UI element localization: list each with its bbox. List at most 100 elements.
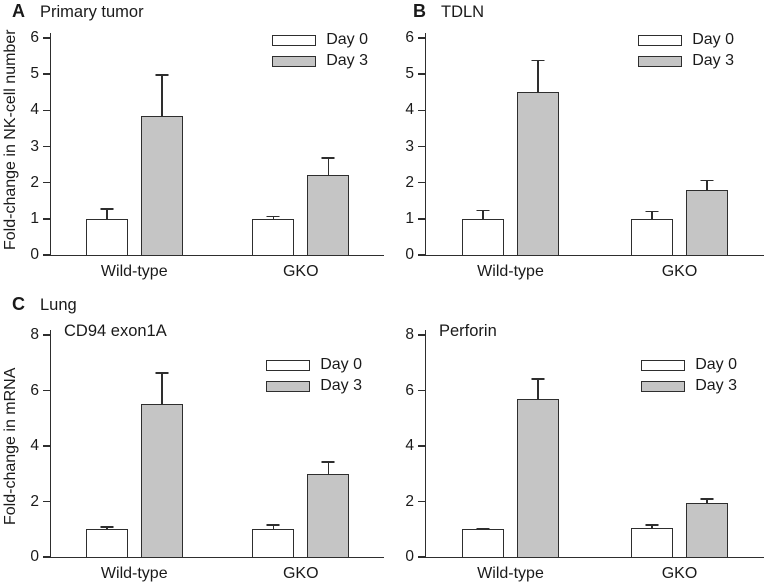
legend-label: Day 3 [695, 377, 737, 394]
legend-swatch-day-3 [638, 55, 683, 67]
y-tick-label: 4 [405, 101, 414, 119]
panel-title: Lung [40, 296, 77, 314]
y-tick-label: 5 [405, 65, 414, 83]
panel-header: B TDLN [413, 1, 484, 22]
y-tick-label: 6 [405, 381, 414, 399]
legend-label: Day 3 [320, 377, 362, 394]
y-tick-label: 8 [30, 326, 39, 343]
legend: Day 0 Day 3 [266, 357, 362, 394]
y-axis-tick [417, 218, 425, 220]
panel-header: C Lung [12, 294, 77, 315]
legend-label: Day 0 [692, 31, 734, 48]
x-tick-label-gko: GKO [661, 565, 698, 582]
y-tick-label: 6 [405, 29, 414, 46]
y-tick-label: 6 [30, 29, 39, 46]
chart-subtitle: Perforin [439, 322, 497, 340]
plot-area: 0 1 2 3 4 5 6 Wild-type GKO Day 0 Day 3 [30, 29, 384, 280]
bar-day-0-gko [252, 529, 295, 557]
bar-day-0-wild-type [85, 529, 128, 557]
error-bar-cap [476, 527, 490, 530]
error-bar-cap [531, 378, 545, 380]
error-bar-cap [700, 498, 714, 500]
error-bar-day-3-gko [321, 157, 335, 176]
panel-b-tdln: B TDLN 0 1 2 3 4 5 6 Wild-type GKO Day 0 Day 3 [385, 0, 771, 290]
error-bar-cap [155, 74, 169, 76]
y-axis-tick [417, 389, 425, 392]
y-tick-label: 3 [405, 137, 414, 155]
legend-swatch-day-0 [641, 359, 686, 371]
y-tick-label: 4 [30, 101, 39, 119]
error-bar-cap [531, 59, 545, 62]
bar-day-0-wild-type [462, 529, 504, 557]
x-tick-label-wild-type: Wild-type [100, 565, 168, 582]
y-tick-label: 0 [405, 246, 414, 263]
bar-day-3-gko [307, 175, 350, 255]
y-tick-label: 6 [30, 381, 39, 399]
y-tick-label: 4 [405, 437, 414, 454]
plot-area: Perforin 0 2 4 6 8 Wild-type GKO Day 0 Day 3 [405, 322, 764, 582]
error-bar-cap [645, 524, 659, 526]
bar-day-3-wild-type [140, 404, 183, 557]
bar-day-3-gko [686, 502, 728, 557]
y-tick-label: 5 [30, 65, 39, 83]
error-bar-cap [645, 210, 659, 213]
y-tick-label: 0 [30, 548, 39, 565]
y-tick-label: 2 [30, 173, 39, 191]
y-tick-label: 0 [30, 246, 39, 263]
y-axis-tick [42, 37, 50, 39]
legend: Day 0 Day 3 [272, 32, 368, 69]
y-axis-tick [417, 109, 425, 112]
y-axis-tick [417, 334, 425, 336]
error-bar-day-3-wild-type [531, 378, 545, 399]
y-axis-tick [42, 334, 50, 336]
error-bar-cap [155, 372, 169, 374]
y-axis-label: Fold-change in NK-cell number [2, 29, 19, 251]
y-axis-tick [417, 445, 425, 447]
y-axis-tick [42, 109, 50, 112]
bar-day-3-wild-type [517, 92, 559, 255]
legend-label: Day 3 [326, 52, 368, 69]
legend-item-day-3: Day 3 [272, 53, 368, 69]
y-axis-tick [417, 181, 425, 184]
error-bar-day-0-wild-type [476, 209, 490, 219]
legend-label: Day 3 [692, 52, 734, 69]
error-bar-cap [700, 179, 714, 182]
y-tick-label: 3 [30, 137, 39, 155]
x-tick-label-gko: GKO [282, 263, 319, 280]
panel-title: Primary tumor [40, 3, 144, 21]
error-bar-cap [266, 524, 280, 526]
y-tick-label: 1 [30, 209, 39, 227]
y-tick-label: 2 [405, 173, 414, 191]
y-axis-tick [42, 218, 50, 220]
legend-swatch-day-0 [272, 34, 317, 46]
error-bar-day-0-wild-type [476, 527, 490, 530]
panel-header: A Primary tumor [12, 1, 144, 22]
y-axis-tick [42, 445, 50, 447]
legend-label: Day 0 [695, 356, 737, 373]
error-bar-day-0-gko [645, 524, 659, 528]
panel-c-lung-cd94: C Lung Fold-change in mRNA CD94 exon1A 0 2… [0, 290, 385, 583]
error-bar-day-0-gko [645, 210, 659, 219]
error-bar-day-0-gko [266, 524, 280, 530]
error-bar-cap [321, 461, 335, 463]
legend-swatch-day-0 [638, 34, 683, 46]
legend-item-day-0: Day 0 [638, 32, 734, 48]
bar-day-0-wild-type [85, 218, 128, 255]
y-axis-tick [42, 389, 50, 392]
panel-c-lung-perforin: Perforin 0 2 4 6 8 Wild-type GKO Day 0 Day 3 [385, 290, 771, 583]
bar-day-3-gko [307, 473, 350, 557]
bar-day-3-gko [686, 189, 728, 255]
error-bar-cap [100, 208, 114, 210]
y-axis-label: Fold-change in mRNA [2, 367, 19, 525]
error-bar-day-0-wild-type [100, 208, 114, 219]
y-axis-tick [417, 145, 425, 148]
legend-item-day-0: Day 0 [272, 32, 368, 48]
error-bar-day-3-gko [700, 179, 714, 190]
error-bar-cap [476, 209, 490, 212]
y-axis-tick [42, 500, 50, 503]
x-tick-label-gko: GKO [661, 263, 698, 280]
legend-item-day-0: Day 0 [641, 357, 737, 373]
chart-subtitle: CD94 exon1A [64, 322, 167, 340]
legend: Day 0 Day 3 [641, 357, 737, 394]
plot-area: 0 1 2 3 4 5 6 Wild-type GKO Day 0 Day 3 [405, 29, 764, 280]
